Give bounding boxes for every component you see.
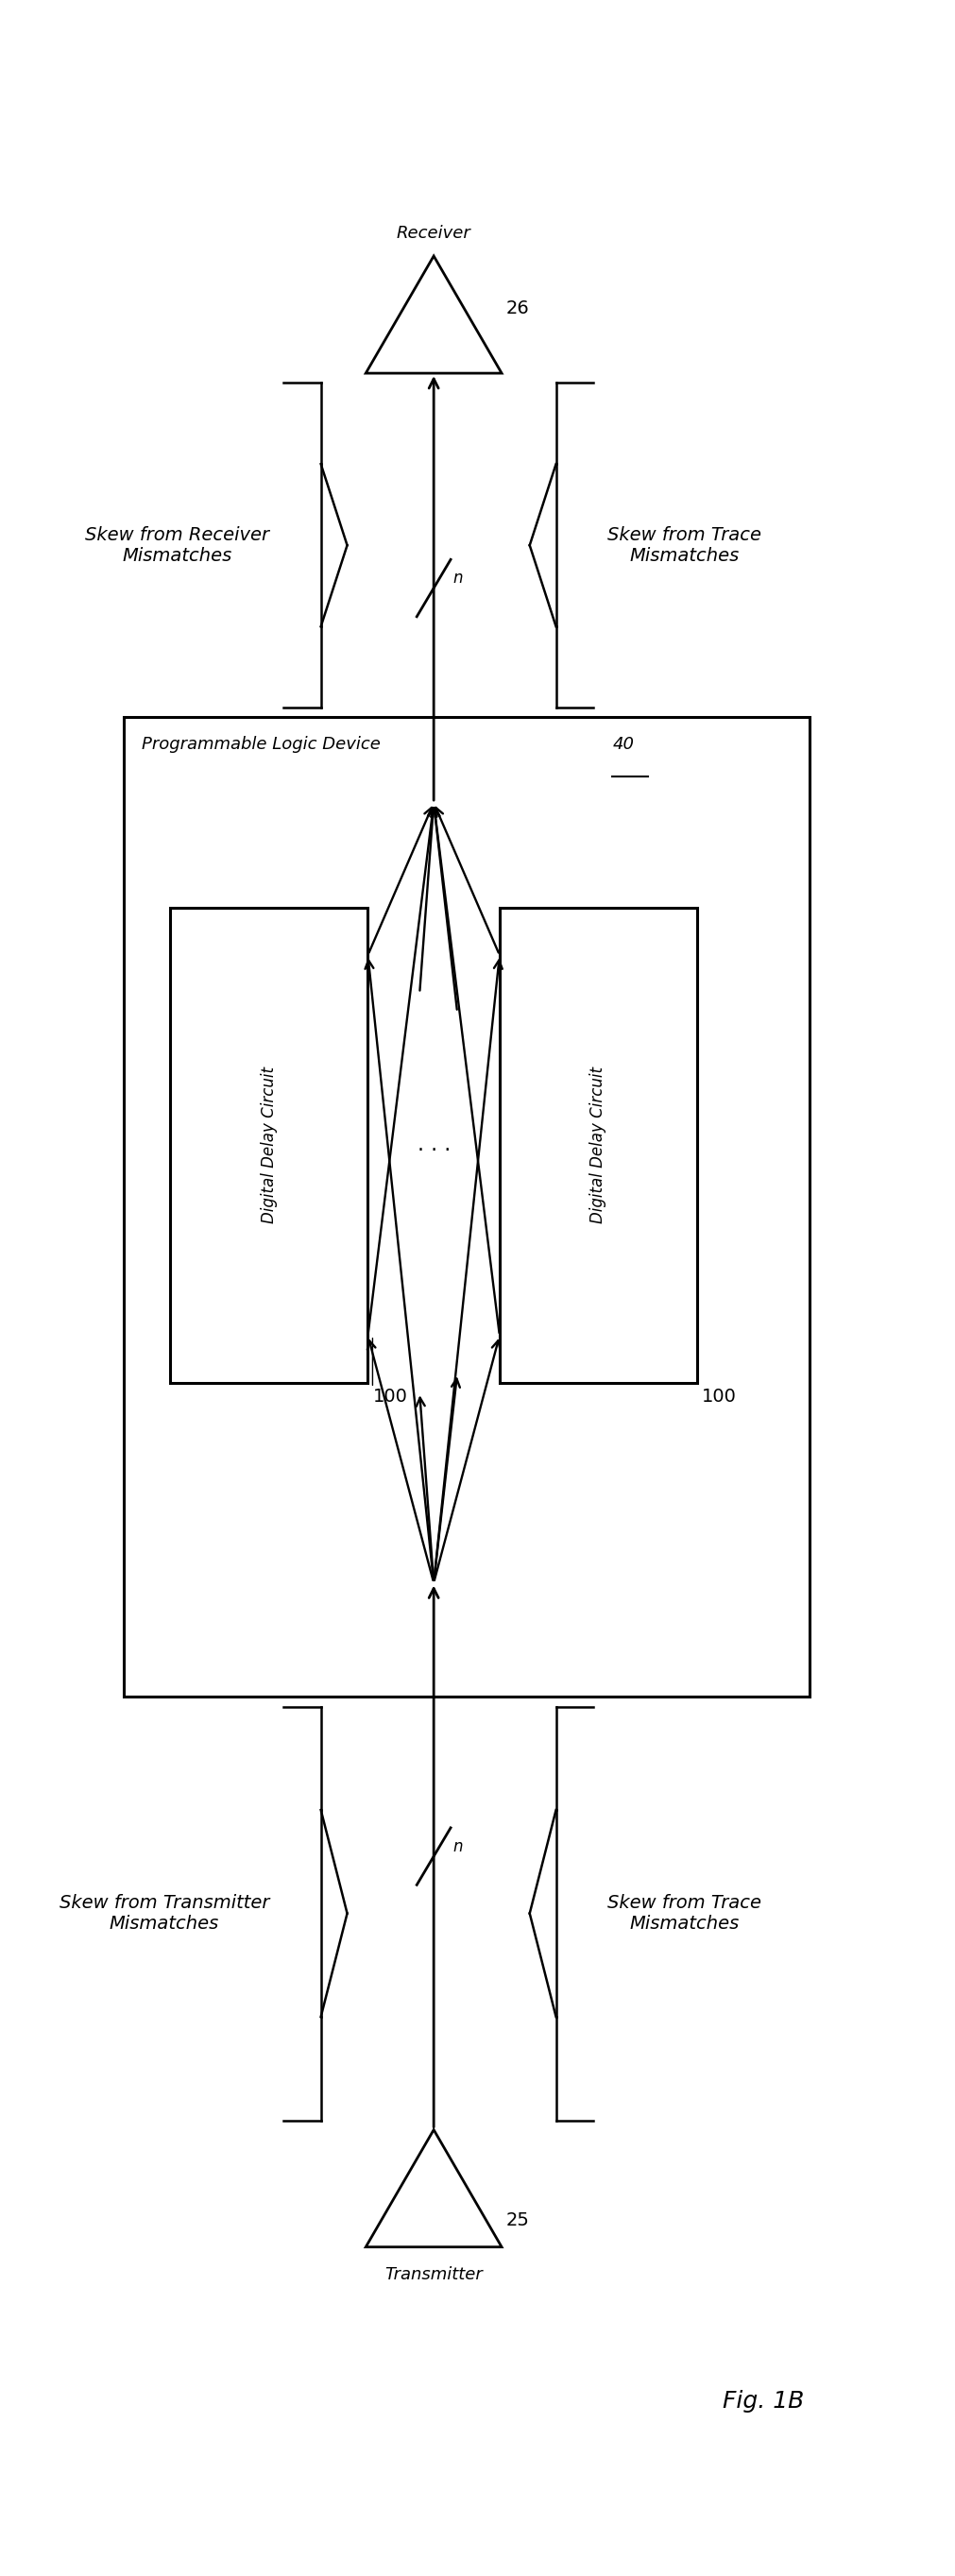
Text: Receiver: Receiver — [396, 224, 471, 242]
Text: 25: 25 — [506, 2210, 529, 2228]
Text: Digital Delay Circuit: Digital Delay Circuit — [590, 1066, 606, 1224]
Text: n: n — [453, 1839, 462, 1855]
Text: Transmitter: Transmitter — [385, 2267, 482, 2282]
Bar — [123, 716, 810, 1698]
Text: 40: 40 — [612, 737, 634, 752]
Text: 100: 100 — [702, 1388, 736, 1406]
Text: n: n — [453, 569, 462, 587]
Text: 26: 26 — [506, 299, 529, 317]
Text: . . .: . . . — [417, 1136, 451, 1154]
Text: Skew from Transmitter
Mismatches: Skew from Transmitter Mismatches — [59, 1893, 269, 1932]
Text: Fig. 1B: Fig. 1B — [722, 2391, 804, 2411]
Bar — [170, 907, 368, 1383]
Bar — [499, 907, 697, 1383]
Text: Digital Delay Circuit: Digital Delay Circuit — [261, 1066, 278, 1224]
Text: Programmable Logic Device: Programmable Logic Device — [142, 737, 381, 752]
Text: Skew from Trace
Mismatches: Skew from Trace Mismatches — [607, 1893, 762, 1932]
Text: 100: 100 — [372, 1388, 408, 1406]
Text: Skew from Receiver
Mismatches: Skew from Receiver Mismatches — [85, 526, 269, 564]
Text: Skew from Trace
Mismatches: Skew from Trace Mismatches — [607, 526, 762, 564]
